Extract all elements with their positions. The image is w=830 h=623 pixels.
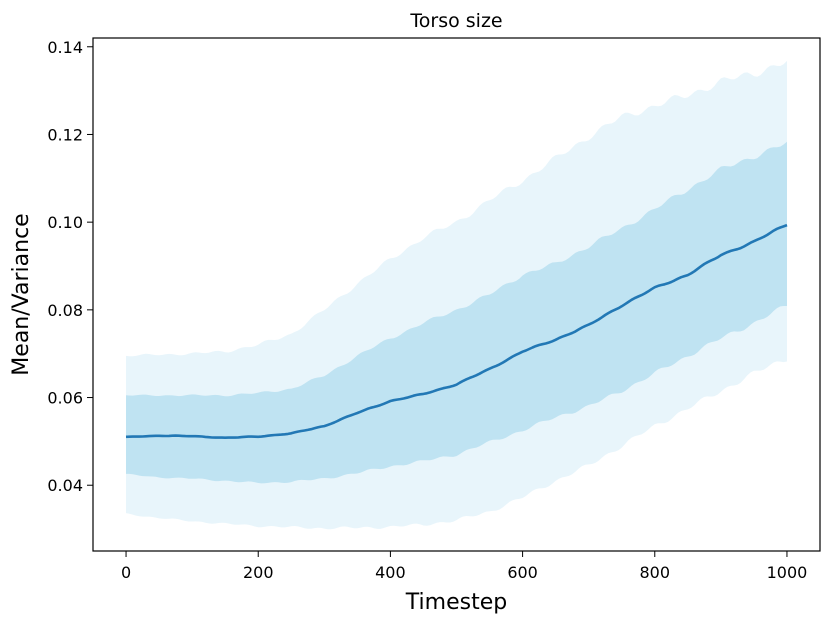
x-tick-label: 200 [243, 563, 274, 582]
x-tick-label: 600 [507, 563, 538, 582]
x-tick-label: 400 [375, 563, 406, 582]
y-tick-label: 0.06 [47, 389, 83, 408]
y-tick-label: 0.10 [47, 213, 83, 232]
x-tick-label: 800 [639, 563, 670, 582]
x-axis-title: Timestep [405, 590, 507, 615]
y-tick-label: 0.14 [47, 38, 83, 57]
y-axis: 0.04 0.06 0.08 0.10 0.12 0.14 [47, 38, 93, 495]
y-tick-label: 0.12 [47, 125, 83, 144]
y-tick-label: 0.08 [47, 301, 83, 320]
x-axis: 0 200 400 600 800 1000 [121, 551, 807, 582]
y-tick-label: 0.04 [47, 476, 83, 495]
x-tick-label: 0 [121, 563, 131, 582]
bands-layer [126, 60, 787, 530]
lines-layer [125, 223, 788, 439]
plot-frame [92, 37, 821, 552]
chart-title: Torso size [409, 10, 502, 32]
x-tick-label: 1000 [767, 563, 808, 582]
inner-band [126, 141, 787, 484]
mean-line [125, 223, 788, 439]
y-axis-title: Mean/Variance [9, 213, 34, 375]
